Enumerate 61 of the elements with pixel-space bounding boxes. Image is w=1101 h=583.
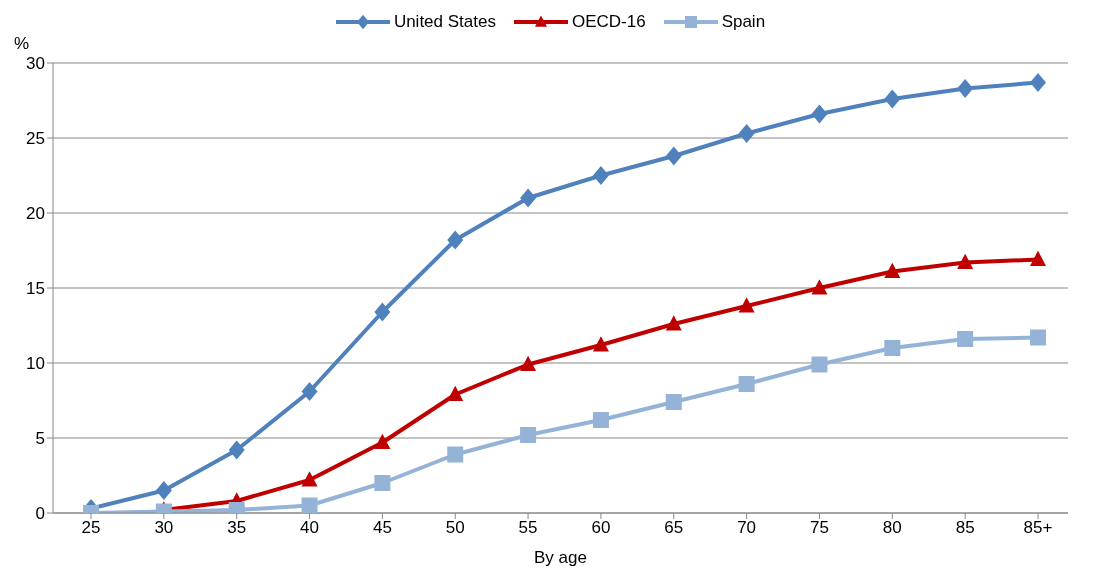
legend-label: Spain bbox=[721, 12, 766, 32]
legend-label: OECD-16 bbox=[571, 12, 646, 32]
point bbox=[374, 302, 391, 322]
point bbox=[374, 475, 391, 491]
point bbox=[884, 89, 901, 109]
y-tick-label: 5 bbox=[35, 429, 45, 449]
x-tick-label: 55 bbox=[518, 518, 538, 538]
point bbox=[520, 355, 537, 371]
y-tick-label: 25 bbox=[26, 129, 45, 149]
x-tick-label: 65 bbox=[664, 518, 684, 538]
point bbox=[301, 471, 318, 487]
x-tick-label: 40 bbox=[300, 518, 319, 538]
point bbox=[811, 279, 828, 295]
point bbox=[447, 385, 464, 401]
x-tick-label: 70 bbox=[737, 518, 757, 538]
x-tick-label: 85+ bbox=[1023, 518, 1053, 538]
x-tick-label: 30 bbox=[154, 518, 174, 538]
point bbox=[447, 230, 464, 250]
point bbox=[957, 331, 974, 347]
x-tick-label: 80 bbox=[882, 518, 902, 538]
point bbox=[738, 376, 755, 392]
point bbox=[228, 440, 245, 460]
point bbox=[884, 262, 901, 278]
y-tick-label: 10 bbox=[26, 354, 45, 374]
point bbox=[301, 497, 318, 513]
point bbox=[520, 188, 537, 208]
legend-label: United States bbox=[393, 12, 496, 32]
point bbox=[592, 336, 609, 352]
point bbox=[592, 412, 609, 428]
x-tick-label: 25 bbox=[81, 518, 101, 538]
point bbox=[155, 480, 172, 501]
x-axis-title: By age bbox=[534, 548, 587, 567]
point bbox=[665, 146, 682, 166]
point bbox=[1030, 250, 1046, 266]
point bbox=[520, 427, 537, 443]
x-tick-label: 60 bbox=[591, 518, 611, 538]
point bbox=[665, 315, 682, 331]
y-tick-label: 30 bbox=[26, 54, 45, 74]
point bbox=[1030, 72, 1046, 93]
x-tick-label: 75 bbox=[810, 518, 829, 538]
point bbox=[738, 123, 755, 144]
point bbox=[301, 381, 318, 402]
point bbox=[1030, 329, 1046, 346]
y-tick-label: 15 bbox=[26, 279, 45, 299]
point bbox=[665, 394, 682, 410]
point bbox=[592, 165, 609, 186]
y-axis-title: % bbox=[14, 34, 30, 54]
point bbox=[374, 433, 391, 449]
point bbox=[957, 78, 974, 99]
x-tick-label: 85 bbox=[955, 518, 975, 538]
x-tick-label: 50 bbox=[445, 518, 465, 538]
x-tick-label: 35 bbox=[227, 518, 247, 538]
point bbox=[811, 356, 828, 373]
point bbox=[811, 104, 828, 124]
point bbox=[957, 253, 974, 269]
y-tick-label: 20 bbox=[26, 204, 45, 224]
point bbox=[884, 340, 901, 356]
y-tick-label: 0 bbox=[35, 504, 45, 524]
point bbox=[738, 297, 755, 313]
x-tick-label: 45 bbox=[372, 518, 392, 538]
point bbox=[447, 446, 464, 463]
